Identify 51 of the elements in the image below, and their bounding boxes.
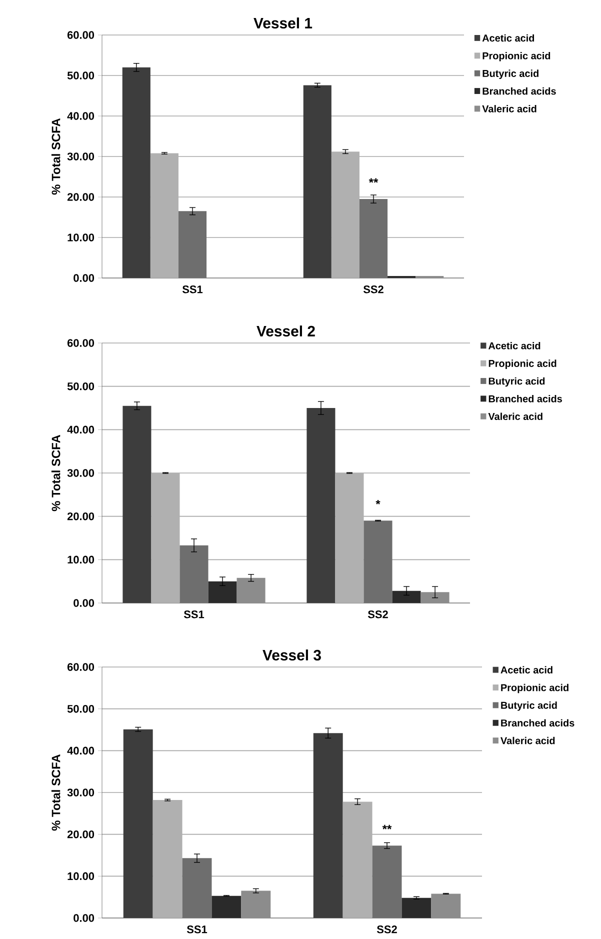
annotation: ** [382,824,392,830]
legend-label: Valeric acid [482,105,536,112]
y-tick-label: 30.00 [67,788,94,796]
legend-label: Propionic acid [488,360,556,369]
legend-label: Butyric acid [501,702,557,711]
y-tick-label: 10.00 [68,234,94,242]
y-tick-label: 0.00 [74,914,94,922]
x-tick-label: SS1 [184,610,204,618]
y-tick-label: 40.00 [67,426,94,434]
y-tick-label: 60.00 [67,31,94,39]
y-tick-label: 10.00 [68,556,94,564]
chart-title: Vessel 2 [256,326,315,336]
legend-label: Butyric acid [482,70,538,79]
legend-label: Valeric acid [500,736,555,744]
y-tick-label: 60.00 [67,339,94,347]
y-tick-label: 40.00 [67,746,94,755]
chart-title: Vessel 1 [254,18,312,28]
y-tick-label: 20.00 [67,193,94,201]
y-tick-label: 60.00 [67,663,94,671]
legend-label: Acetic acid [482,34,534,42]
y-axis-title: % Total SCFA [51,434,60,512]
y-tick-label: 20.00 [67,830,94,838]
y-tick-label: 40.00 [67,112,94,120]
y-tick-label: 20.00 [67,512,94,520]
x-tick-label: SS1 [186,926,208,934]
y-tick-label: 0.00 [74,274,94,282]
y-tick-label: 30.00 [67,152,94,160]
legend-label: Propionic acid [482,52,550,62]
legend-label: Acetic acid [488,342,540,350]
legend-label: Branched acids [482,87,556,95]
x-tick-label: SS2 [376,926,397,934]
x-tick-label: SS1 [182,286,203,294]
x-tick-label: SS2 [363,286,384,294]
y-tick-label: 50.00 [67,382,94,390]
chart-title: Vessel 3 [262,650,321,660]
legend-label: Branched acids [501,719,574,727]
x-tick-label: SS2 [368,610,388,618]
y-tick-label: 50.00 [67,704,94,713]
legend-label: Branched acids [488,395,562,402]
annotation: ** [368,178,378,183]
legend-label: Propionic acid [501,684,568,694]
y-axis-title: % Total SCFA [51,118,60,195]
legend-label: Acetic acid [500,666,552,674]
legend-label: Valeric acid [488,412,542,420]
y-tick-label: 50.00 [67,72,94,80]
annotation: * [376,500,380,504]
y-tick-label: 30.00 [67,469,94,477]
y-tick-label: 10.00 [68,872,94,880]
legend-label: Butyric acid [488,377,545,387]
y-tick-label: 0.00 [74,599,94,607]
y-axis-title: % Total SCFA [51,754,60,831]
